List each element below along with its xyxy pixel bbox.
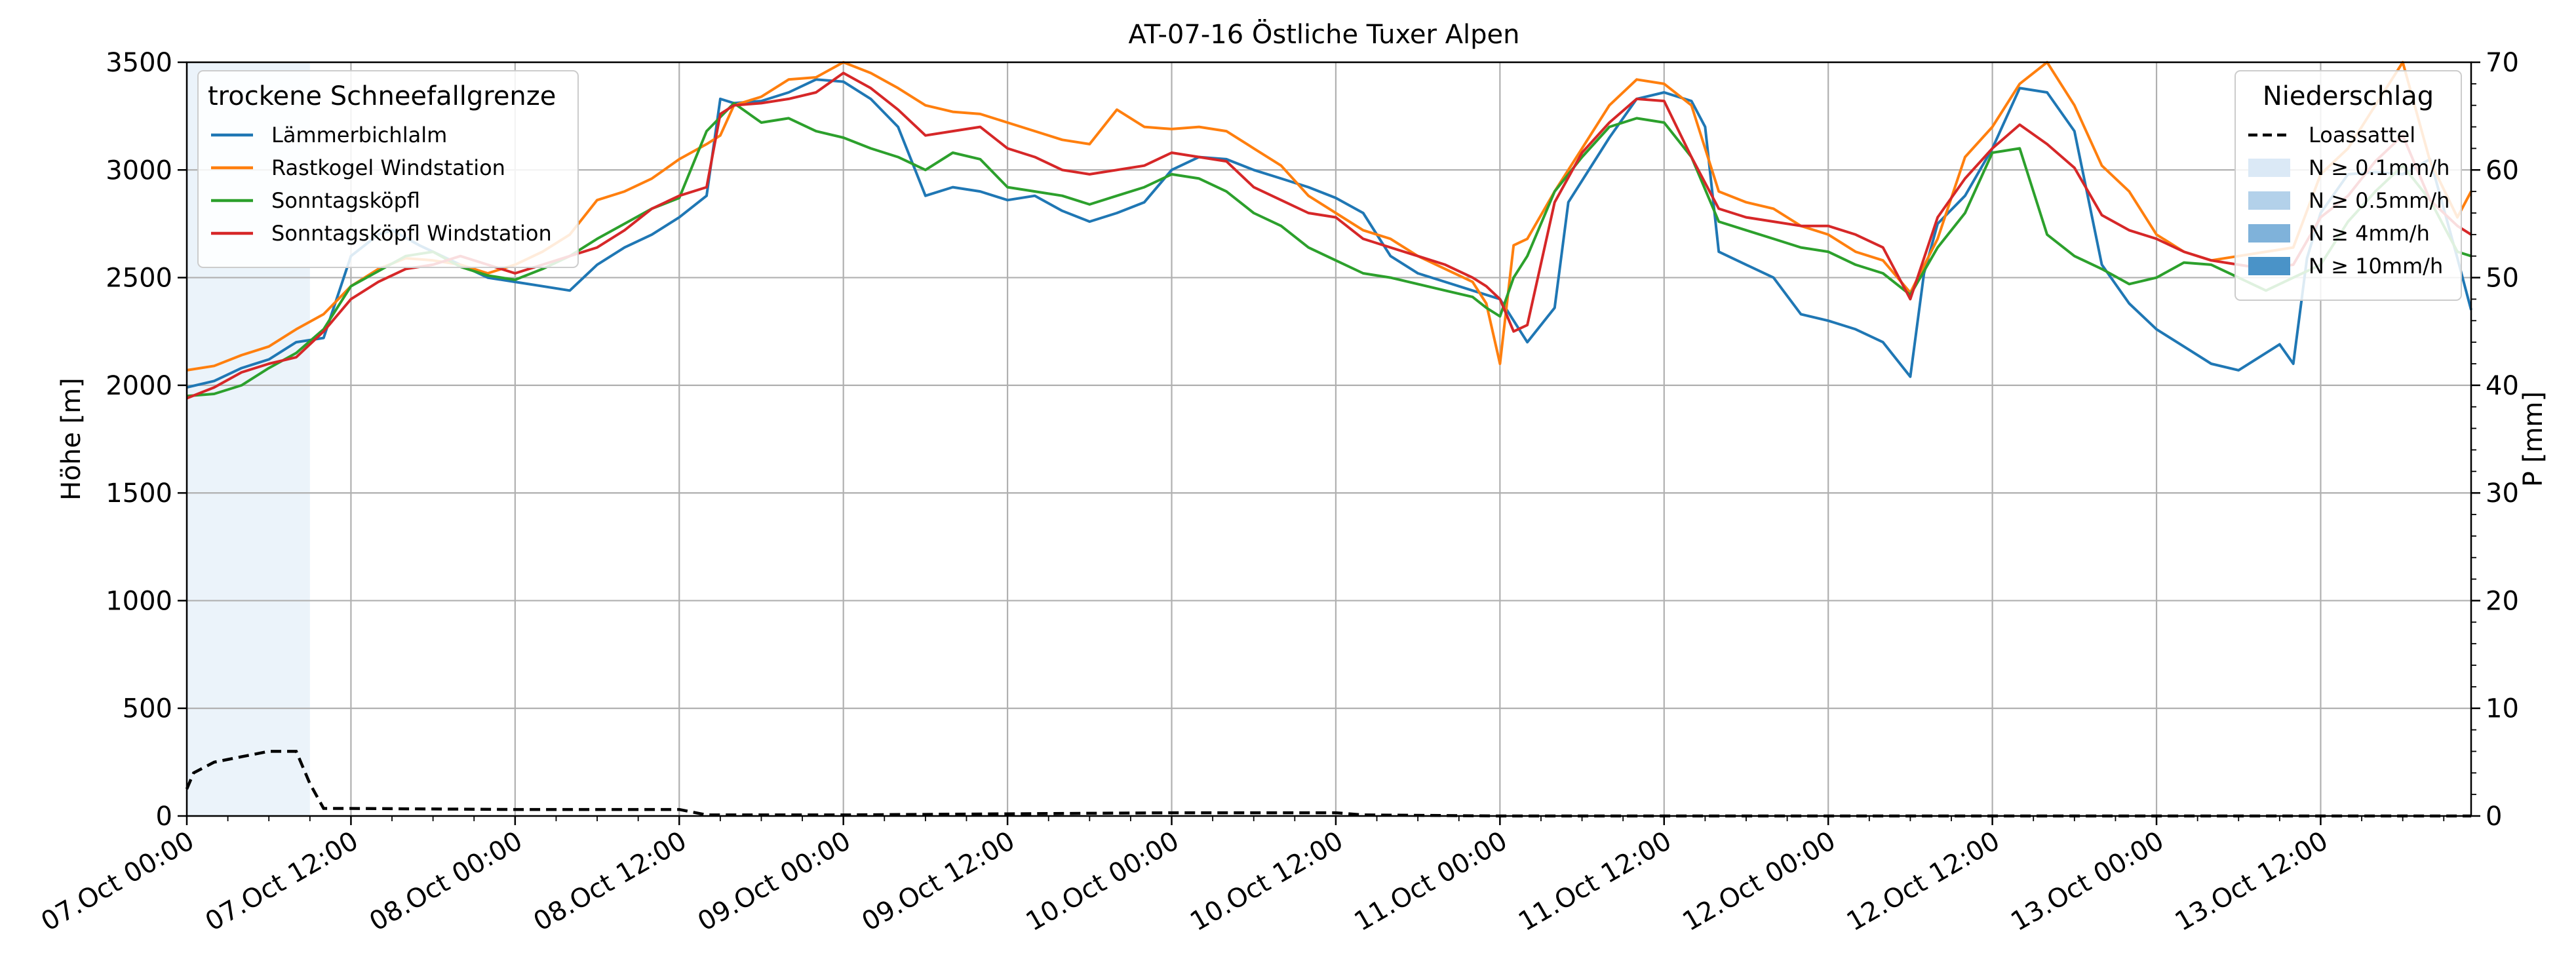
- series-line-3: [186, 71, 2472, 400]
- legend-right-shade-swatch-2: [2248, 224, 2290, 242]
- y-tick-label-4: 2000: [106, 371, 172, 401]
- legend-right-shade-label-0: N ≥ 0.1mm/h: [2309, 155, 2449, 180]
- legend-right-shade-swatch-3: [2248, 257, 2290, 275]
- y-tick-label-5: 2500: [106, 263, 172, 294]
- y-tick-label-3: 1500: [106, 478, 172, 509]
- series-lines: [185, 61, 2472, 818]
- y2-tick-label-2: 20: [2486, 586, 2519, 616]
- legend-left-label-1: Rastkogel Windstation: [271, 155, 505, 180]
- legend-left-title: trockene Schneefallgrenze: [208, 81, 556, 111]
- y2-tick-label-0: 0: [2486, 802, 2502, 832]
- legend-precipitation: Niederschlag Loassattel N ≥ 0.1mm/h N ≥ 0.5…: [2234, 70, 2462, 301]
- y-tick-label-6: 3000: [106, 155, 172, 185]
- legend-right-shade-swatch-0: [2248, 159, 2290, 177]
- legend-right-shade-label-3: N ≥ 10mm/h: [2309, 254, 2443, 279]
- y2-tick-label-1: 10: [2486, 694, 2519, 724]
- y2-axis-label: P [mm]: [2518, 391, 2548, 487]
- y-tick-label-1: 500: [123, 694, 172, 724]
- plot-frame: [185, 61, 2472, 817]
- legend-right-shade-label-1: N ≥ 0.5mm/h: [2309, 188, 2449, 213]
- legend-right-box: [2234, 70, 2462, 301]
- y-tick-label-0: 0: [156, 802, 172, 832]
- y2-tick-label-7: 70: [2486, 48, 2519, 78]
- series-line-1: [186, 61, 2472, 372]
- legend-right-title: Niederschlag: [2263, 81, 2434, 111]
- y2-tick-label-6: 60: [2486, 155, 2519, 185]
- y2-tick-label-3: 30: [2486, 478, 2519, 509]
- legend-snowfall-limit: trockene Schneefallgrenze Lämmerbichlalm R…: [197, 70, 579, 268]
- chart-title: AT-07-16 Östliche Tuxer Alpen: [1128, 18, 1519, 50]
- y2-tick-label-4: 40: [2486, 371, 2519, 401]
- precip-line: [185, 750, 2471, 818]
- legend-left-label-2: Sonntagsköpfl: [271, 188, 420, 213]
- legend-left-box: [197, 70, 579, 268]
- y-axis-label: Höhe [m]: [56, 378, 87, 500]
- y-tick-label-7: 3500: [106, 48, 172, 78]
- y2-tick-label-5: 50: [2486, 263, 2519, 294]
- series-line-2: [186, 102, 2472, 398]
- legend-right-shade-label-2: N ≥ 4mm/h: [2309, 221, 2430, 246]
- legend-right-precip-label: Loassattel: [2309, 123, 2415, 147]
- y-tick-label-2: 1000: [106, 586, 172, 616]
- legend-left-label-3: Sonntagsköpfl Windstation: [271, 221, 552, 246]
- legend-left-label-0: Lämmerbichlalm: [271, 123, 447, 147]
- legend-right-shade-swatch-1: [2248, 191, 2290, 210]
